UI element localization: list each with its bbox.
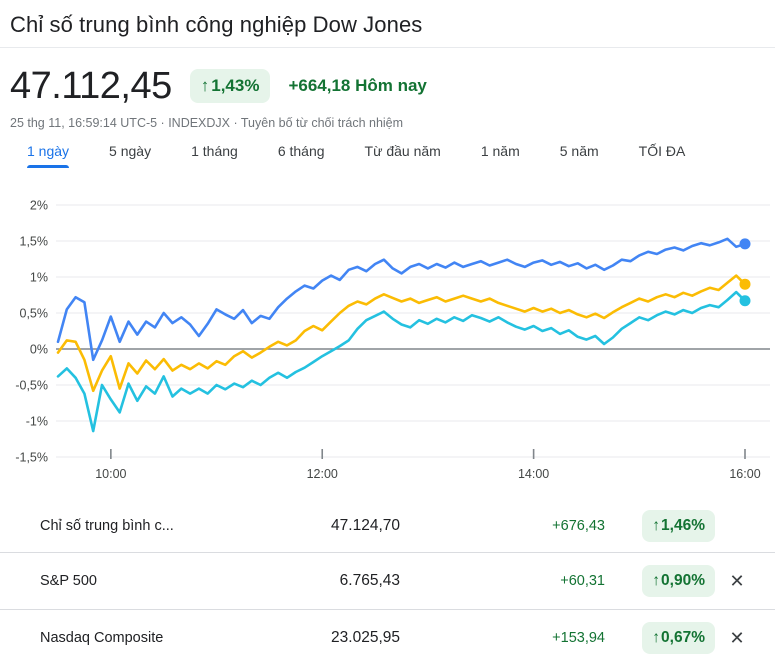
tab-label: TỐI ĐA <box>638 143 686 159</box>
current-price: 47.112,45 <box>10 64 172 107</box>
active-tab-underline <box>27 165 70 168</box>
index-name: S&P 500 <box>40 573 97 589</box>
up-arrow-icon: ↑ <box>652 629 661 646</box>
absolute-change-today: +664,18 Hôm nay <box>288 76 427 95</box>
series-line-2 <box>56 290 747 433</box>
tab-label: 5 ngày <box>109 143 152 159</box>
up-arrow-icon: ↑ <box>652 516 661 534</box>
tab-range-0[interactable]: 1 ngày <box>27 143 70 168</box>
series-end-dot-2 <box>739 295 751 307</box>
x-axis-label: 16:00 <box>729 467 760 481</box>
series-end-dot-0 <box>739 238 751 250</box>
percent-change-value: 1,43% <box>211 76 260 95</box>
percent-change-badge: ↑ 1,43% <box>189 69 271 103</box>
tab-range-5[interactable]: 1 năm <box>481 143 520 168</box>
remove-comparison-button[interactable]: ✕ <box>725 568 748 594</box>
remove-comparison-button[interactable]: ✕ <box>725 625 748 651</box>
index-percent-badge: ↑ 0,90% <box>642 565 715 597</box>
y-axis-label: 1,5% <box>20 235 49 249</box>
index-change: +676,43 <box>552 517 605 534</box>
tab-label: 1 năm <box>480 143 520 159</box>
index-percent-badge: ↑ 0,67% <box>642 622 715 654</box>
y-axis-label: -0,5% <box>15 379 48 393</box>
y-axis-label: 0% <box>30 343 48 357</box>
price-row: 47.112,45 ↑ 1,43% +664,18 Hôm nay <box>10 63 775 109</box>
up-arrow-icon: ↑ <box>200 76 210 95</box>
price-chart[interactable]: 2% 1,5% 1% 0,5% 0% -0,5% -1% -1,5% 10:00 12:00 14:… <box>0 187 775 487</box>
y-axis-label: -1% <box>26 415 48 429</box>
quote-meta: 25 thg 11, 16:59:14 UTC-5 · INDEXDJX · T… <box>10 116 775 130</box>
tab-label: 5 năm <box>559 143 599 159</box>
index-row-2[interactable]: Nasdaq Composite 23.025,95 +153,94 ↑ 0,67% ✕ <box>0 609 775 664</box>
tab-range-4[interactable]: Từ đầu năm <box>365 143 441 168</box>
x-axis-label: 12:00 <box>307 467 338 481</box>
tab-range-1[interactable]: 5 ngày <box>109 143 151 168</box>
index-value: 23.025,95 <box>331 629 400 646</box>
index-percent-badge: ↑ 1,46% <box>642 509 715 542</box>
tab-range-6[interactable]: 5 năm <box>560 143 599 168</box>
index-name: Nasdaq Composite <box>40 630 164 646</box>
page-title: Chỉ số trung bình công nghiệp Dow Jones <box>10 12 423 37</box>
index-change: +60,31 <box>560 573 605 589</box>
index-comparison-list: Chỉ số trung bình c... 47.124,70 +676,43 ↑ 1… <box>0 499 775 664</box>
tab-range-3[interactable]: 6 tháng <box>278 143 325 168</box>
series-line-1 <box>56 274 747 393</box>
index-change: +153,94 <box>552 630 605 646</box>
tab-label: Từ đầu năm <box>364 143 441 159</box>
index-row-1[interactable]: S&P 500 6.765,43 +60,31 ↑ 0,90% ✕ <box>0 552 775 609</box>
x-axis-label: 10:00 <box>95 467 126 481</box>
disclaimer-link[interactable]: Tuyên bố từ chối trách nhiệm <box>240 116 404 130</box>
index-name: Chỉ số trung bình c... <box>40 517 174 534</box>
tab-label: 1 ngày <box>27 143 70 159</box>
y-axis-label: 0,5% <box>20 307 49 321</box>
y-axis-label: 2% <box>30 199 48 213</box>
index-percent-value: 0,67% <box>661 629 705 646</box>
index-row-0[interactable]: Chỉ số trung bình c... 47.124,70 +676,43 ↑ 1… <box>0 499 775 552</box>
y-axis-label: -1,5% <box>15 451 48 465</box>
index-percent-value: 1,46% <box>661 516 705 534</box>
y-axis-label: 1% <box>30 271 48 285</box>
index-percent-value: 0,90% <box>661 572 705 589</box>
x-axis-label: 14:00 <box>518 467 549 481</box>
series-line-0 <box>56 237 747 362</box>
index-value: 6.765,43 <box>339 572 400 589</box>
header: Chỉ số trung bình công nghiệp Dow Jones <box>0 0 775 48</box>
up-arrow-icon: ↑ <box>652 572 661 589</box>
index-value: 47.124,70 <box>331 516 400 534</box>
timestamp-and-ticker: 25 thg 11, 16:59:14 UTC-5 · INDEXDJX · <box>10 116 241 130</box>
tab-label: 6 tháng <box>277 143 325 159</box>
tab-label: 1 tháng <box>191 143 238 159</box>
tab-range-7[interactable]: TỐI ĐA <box>639 143 686 168</box>
time-range-tabs: 1 ngày 5 ngày 1 tháng 6 tháng Từ đầu năm 1 nă… <box>27 143 775 173</box>
series-end-dot-1 <box>739 278 751 290</box>
tab-range-2[interactable]: 1 tháng <box>191 143 238 168</box>
